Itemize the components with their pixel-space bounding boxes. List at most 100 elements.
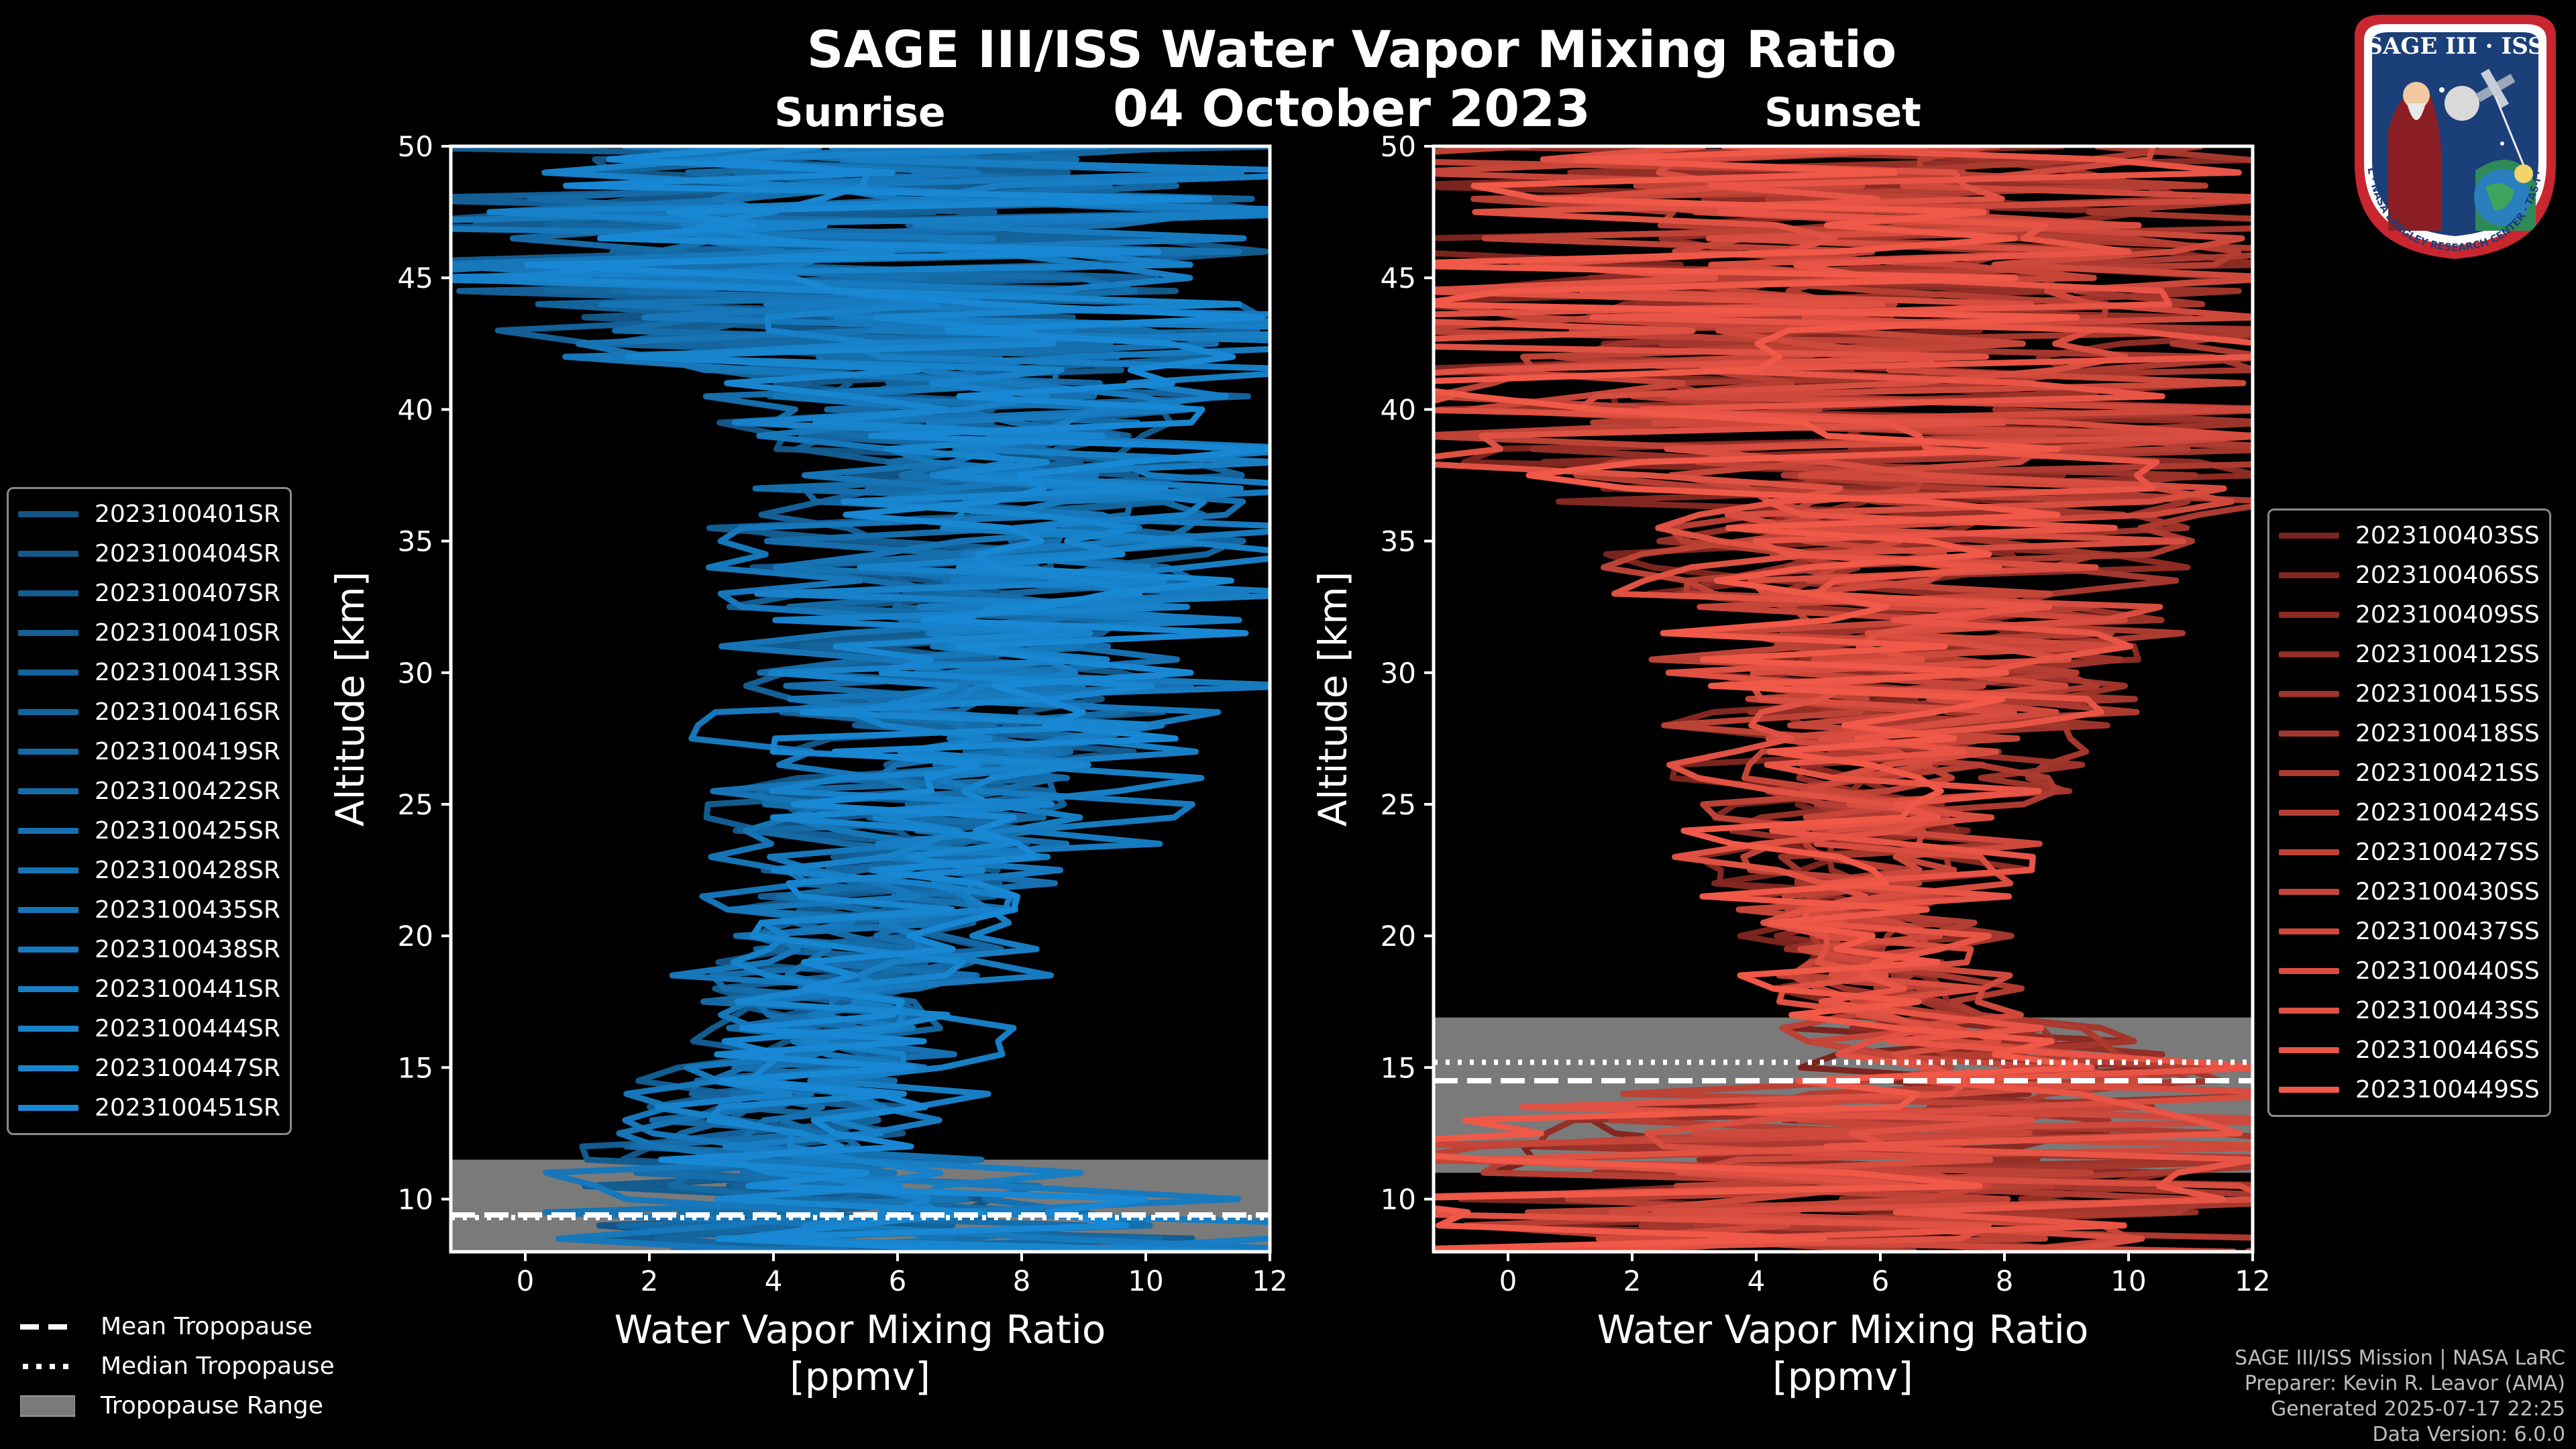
- legend-label: 2023100449SS: [2355, 1076, 2540, 1104]
- y-axis-label: Altitude [km]: [327, 572, 373, 826]
- sage-iii-iss-logo: SAGE III · ISS BALL · NASA LANGLEY RESEA…: [2341, 9, 2556, 259]
- y-tick-label: 25: [1381, 788, 1416, 821]
- y-tick-label: 35: [1381, 525, 1416, 558]
- legend-label: 2023100413SR: [95, 659, 280, 686]
- legend-swatch: [18, 630, 78, 636]
- legend-item: 2023100424SS: [2279, 793, 2540, 833]
- legend-label: 2023100421SS: [2355, 759, 2540, 787]
- legend-swatch: [2279, 1008, 2339, 1014]
- legend-swatch: [18, 907, 78, 913]
- plot-frame: [449, 144, 1272, 1254]
- legend-swatch: [2279, 691, 2339, 697]
- legend-item: 2023100418SS: [2279, 714, 2540, 753]
- legend-item: 2023100440SS: [2279, 951, 2540, 991]
- legend-item: 2023100412SS: [2279, 635, 2540, 674]
- sunrise-panel: 0 2 4 6 8 10 12 10 15 20 25 30 35 40 45 50 Sunrise Water …: [327, 89, 1288, 1399]
- legend-swatch: [18, 749, 78, 755]
- legend-item: 2023100416SR: [18, 692, 280, 732]
- legend-label: 2023100451SR: [95, 1094, 280, 1122]
- legend-swatch: [2279, 651, 2339, 657]
- x-axis-label: Water Vapor Mixing Ratio: [614, 1307, 1106, 1352]
- legend-item: 2023100410SR: [18, 613, 280, 653]
- legend-item: 2023100403SS: [2279, 516, 2540, 555]
- y-tick-label: 30: [398, 657, 433, 690]
- y-tick-label: 15: [1381, 1051, 1416, 1084]
- y-tick-label: 30: [1381, 657, 1416, 690]
- x-tick-label: 6: [1872, 1265, 1890, 1297]
- y-tick-label: 25: [398, 788, 433, 821]
- legend-swatch: [2279, 928, 2339, 934]
- y-tick-label: 15: [398, 1051, 433, 1084]
- median-tropopause-label: Median Tropopause: [101, 1352, 335, 1380]
- legend-label: 2023100425SR: [95, 817, 280, 845]
- legend-item: 2023100425SR: [18, 811, 280, 851]
- legend-swatch: [18, 986, 78, 992]
- sunset-legend: 2023100403SS 2023100406SS 2023100409SS 2023…: [2267, 508, 2551, 1117]
- legend-label: 2023100419SR: [95, 738, 280, 765]
- x-tick-label: 8: [1013, 1265, 1031, 1297]
- x-tick-label: 2: [641, 1265, 659, 1297]
- x-tick-label: 8: [1996, 1265, 2014, 1297]
- legend-swatch: [2279, 968, 2339, 974]
- x-tick-label: 6: [889, 1265, 907, 1297]
- legend-item: 2023100419SR: [18, 732, 280, 771]
- legend-item: 2023100406SS: [2279, 555, 2540, 595]
- legend-item: 2023100428SR: [18, 851, 280, 890]
- tropopause-legend: Mean Tropopause Median Tropopause Tropop…: [20, 1307, 335, 1426]
- legend-item: 2023100446SS: [2279, 1030, 2540, 1070]
- legend-item: 2023100435SR: [18, 890, 280, 930]
- legend-swatch: [2279, 770, 2339, 776]
- y-tick-label: 40: [1381, 393, 1416, 426]
- mean-tropopause-label: Mean Tropopause: [101, 1313, 313, 1340]
- legend-item: 2023100413SR: [18, 653, 280, 692]
- legend-label: 2023100401SR: [95, 500, 280, 528]
- legend-swatch: [2279, 810, 2339, 816]
- y-tick-label: 50: [398, 130, 433, 163]
- x-tick-label: 4: [1748, 1265, 1766, 1297]
- y-axis-label: Altitude [km]: [1310, 572, 1356, 826]
- legend-item: 2023100451SR: [18, 1088, 280, 1128]
- y-tick-label: 40: [398, 393, 433, 426]
- legend-item: 2023100438SR: [18, 930, 280, 969]
- legend-label: 2023100407SR: [95, 580, 280, 607]
- panel-subtitle: Sunrise: [774, 89, 945, 136]
- legend-label: 2023100403SS: [2355, 522, 2540, 549]
- x-tick-label: 0: [517, 1265, 535, 1297]
- legend-item: 2023100447SR: [18, 1049, 280, 1088]
- profile-2023100427SS: [1434, 146, 2127, 1252]
- y-tick-label: 45: [398, 262, 433, 294]
- legend-item: 2023100421SS: [2279, 753, 2540, 793]
- legend-swatch: [2279, 533, 2339, 539]
- dashed-line-icon: [20, 1324, 75, 1330]
- legend-swatch: [2279, 849, 2339, 855]
- y-tick-label: 45: [1381, 262, 1416, 294]
- main-title: SAGE III/ISS Water Vapor Mixing Ratio: [807, 19, 1897, 79]
- x-tick-label: 10: [2110, 1265, 2146, 1297]
- plot-frame: [1432, 144, 2255, 1254]
- legend-item: 2023100401SR: [18, 494, 280, 534]
- legend-item: 2023100407SR: [18, 574, 280, 613]
- legend-label: 2023100446SS: [2355, 1036, 2540, 1064]
- legend-label: 2023100418SS: [2355, 720, 2540, 747]
- legend-label: 2023100427SS: [2355, 839, 2540, 866]
- legend-item: 2023100404SR: [18, 534, 280, 574]
- legend-swatch: [18, 828, 78, 834]
- legend-item: 2023100441SR: [18, 969, 280, 1009]
- profile-2023100425SR: [589, 146, 1246, 1252]
- legend-item: 2023100437SS: [2279, 912, 2540, 951]
- legend-swatch: [2279, 731, 2339, 737]
- x-axis-unit: [ppmv]: [790, 1354, 930, 1399]
- profile-2023100451SR: [524, 146, 1270, 1252]
- legend-label: 2023100424SS: [2355, 799, 2540, 826]
- profile-2023100443SS: [1434, 146, 2035, 1252]
- legend-label: 2023100404SR: [95, 540, 280, 568]
- x-tick-label: 12: [1252, 1265, 1287, 1297]
- y-tick-label: 10: [1381, 1183, 1416, 1216]
- legend-item: 2023100409SS: [2279, 595, 2540, 635]
- x-axis-label: Water Vapor Mixing Ratio: [1597, 1307, 2089, 1352]
- footer-version: Data Version: 6.0.0: [2372, 1423, 2565, 1446]
- logo-title: SAGE III · ISS: [2366, 33, 2544, 60]
- legend-label: 2023100444SR: [95, 1015, 280, 1042]
- legend-swatch: [18, 590, 78, 596]
